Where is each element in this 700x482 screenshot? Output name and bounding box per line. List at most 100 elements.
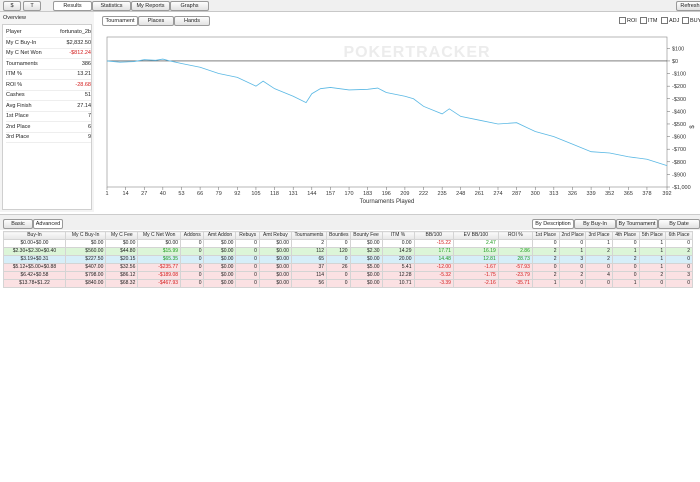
column-header[interactable]: Bounties xyxy=(326,231,351,240)
x-tick-label: 209 xyxy=(400,191,409,197)
checkbox[interactable]: ADJ xyxy=(661,17,679,24)
column-header[interactable]: 6th Place xyxy=(665,231,693,240)
column-header[interactable]: My C Buy-In xyxy=(64,231,107,240)
overview-row: ITM % 13.21 xyxy=(6,69,91,80)
table-cell: 2 xyxy=(558,271,587,280)
table-row[interactable]: $6.42+$0.58 $798.00 $86.12 -$189.08 0 $0.00 0 $… xyxy=(3,271,693,280)
column-header[interactable]: EV BB/100 xyxy=(452,231,499,240)
tab[interactable]: My Reports xyxy=(131,1,170,11)
x-tick-label: 53 xyxy=(178,191,184,197)
column-header[interactable]: 1st Place xyxy=(531,231,560,240)
graph-tab[interactable]: Places xyxy=(138,16,174,26)
column-header[interactable]: Bounty Fee xyxy=(349,231,383,240)
checkbox-box[interactable] xyxy=(640,17,647,24)
table-cell: -12.00 xyxy=(413,263,454,272)
table-cell: 0 xyxy=(558,279,587,288)
tab[interactable]: Graphs xyxy=(170,1,209,11)
view-button[interactable]: Basic xyxy=(3,219,33,229)
table-cell: 0 xyxy=(326,271,351,280)
x-tick-label: 79 xyxy=(216,191,222,197)
table-cell: -$235.77 xyxy=(137,263,182,272)
y-tick-label: -$1,000 xyxy=(672,185,691,191)
graph-tab[interactable]: Hands xyxy=(174,16,210,26)
stat-value: fortunato_2b xyxy=(60,29,91,35)
checkbox[interactable]: ROI xyxy=(619,17,637,24)
table-cell: $0.00 xyxy=(105,239,139,248)
table-cell: $68.32 xyxy=(105,279,139,288)
stat-value: 27.14 xyxy=(77,102,91,109)
table-cell: 1 xyxy=(638,247,667,256)
column-header[interactable]: ROI % xyxy=(497,231,533,240)
currency-button[interactable]: $ xyxy=(3,1,21,11)
table-cell: 2 xyxy=(531,271,560,280)
table-cell: $3.19+$0.31 xyxy=(3,255,66,264)
table-cell: 0 xyxy=(611,239,640,248)
table-cell: 0 xyxy=(585,263,613,272)
checkbox-box[interactable] xyxy=(682,17,689,24)
column-header[interactable]: BB/100 xyxy=(413,231,454,240)
table-cell: 0 xyxy=(611,263,640,272)
table-cell: $6.42+$0.58 xyxy=(3,271,66,280)
column-header[interactable]: 4th Place xyxy=(611,231,640,240)
stat-label: 1st Place xyxy=(6,113,29,119)
overview-title: Overview xyxy=(3,15,26,21)
column-header[interactable]: ITM % xyxy=(381,231,415,240)
table-cell: 0 xyxy=(235,239,260,248)
table-cell xyxy=(497,239,533,248)
column-header[interactable]: Buy-In xyxy=(3,231,66,240)
table-row[interactable]: $0.00+$0.00 $0.00 $0.00 $0.00 0 $0.00 0 $0.00 2 0… xyxy=(3,239,693,248)
checkbox-box[interactable] xyxy=(619,17,626,24)
column-header[interactable]: Addons xyxy=(180,231,205,240)
column-header[interactable]: Amt Addon xyxy=(203,231,237,240)
checkbox[interactable]: BUY xyxy=(682,17,700,24)
report-toolbar: Basic Advanced By Description By Buy-In By T… xyxy=(0,214,700,230)
chart: POKERTRACKER $100 $0 -$100 -$200 -$300 -$400 -$… xyxy=(105,36,696,205)
x-tick-label: 1 xyxy=(105,191,108,197)
table-row[interactable]: $5.12+$5.00+$0.88 $407.00 $32.56 -$235.77 0 $… xyxy=(3,263,693,272)
table-row[interactable]: $13.78+$1.22 $840.00 $68.32 -$467.93 0 $0.00 0… xyxy=(3,279,693,288)
tab[interactable]: Statistics xyxy=(92,1,131,11)
table-cell: 65 xyxy=(290,255,328,264)
sort-button[interactable]: By Description xyxy=(532,219,574,229)
overview-row: Player fortunato_2b xyxy=(6,27,91,38)
column-header[interactable]: My C Net Won xyxy=(137,231,182,240)
overview-row: 3rd Place 9 xyxy=(6,132,91,143)
column-header[interactable]: 3rd Place xyxy=(585,231,613,240)
stat-value: $2,832.50 xyxy=(66,39,91,46)
sort-button[interactable]: By Tournament xyxy=(616,219,658,229)
sort-button[interactable]: By Buy-In xyxy=(574,219,616,229)
column-header[interactable]: My C Fee xyxy=(105,231,139,240)
checkbox-box[interactable] xyxy=(661,17,668,24)
stat-label: Avg Finish xyxy=(6,102,32,109)
currency-button[interactable]: T xyxy=(23,1,41,11)
table-cell: 0 xyxy=(235,279,260,288)
column-header[interactable]: Rebuys xyxy=(235,231,260,240)
table-cell: 0 xyxy=(180,279,205,288)
checkbox-label: ADJ xyxy=(669,17,680,24)
view-button[interactable]: Advanced xyxy=(33,219,63,229)
x-tick-label: 339 xyxy=(586,191,595,197)
table-cell: 0 xyxy=(235,263,260,272)
table-cell: 0 xyxy=(235,255,260,264)
overview-row: Tournaments 386 xyxy=(6,59,91,70)
table-row[interactable]: $3.19+$0.31 $227.50 $20.15 $65.35 0 $0.00 0 $0.… xyxy=(3,255,693,264)
table-cell: $0.00 xyxy=(203,239,237,248)
checkbox[interactable]: ITM xyxy=(640,17,657,24)
stat-label: Player xyxy=(6,29,22,35)
table-cell: $560.00 xyxy=(64,247,107,256)
tab[interactable]: Results xyxy=(53,1,92,11)
stat-label: My C Buy-In xyxy=(6,39,37,46)
column-header[interactable]: 5th Place xyxy=(638,231,667,240)
table-cell: $5.00 xyxy=(349,263,383,272)
header-row: Buy-In My C Buy-In My C Fee My C Net Won Add… xyxy=(3,231,693,240)
table-cell: 3 xyxy=(558,255,587,264)
refresh-button[interactable]: Refresh xyxy=(676,1,700,11)
column-header[interactable]: 2nd Place xyxy=(558,231,587,240)
table-row[interactable]: $2.30+$2.30+$0.40 $560.00 $44.80 $15.99 0 $0.… xyxy=(3,247,693,256)
column-header[interactable]: Tournaments xyxy=(290,231,328,240)
sort-button[interactable]: By Date xyxy=(658,219,700,229)
y-tick-label: -$800 xyxy=(672,160,686,166)
table-cell: 1 xyxy=(638,263,667,272)
graph-tab[interactable]: Tournament xyxy=(102,16,138,26)
column-header[interactable]: Amt Rebuy xyxy=(258,231,292,240)
